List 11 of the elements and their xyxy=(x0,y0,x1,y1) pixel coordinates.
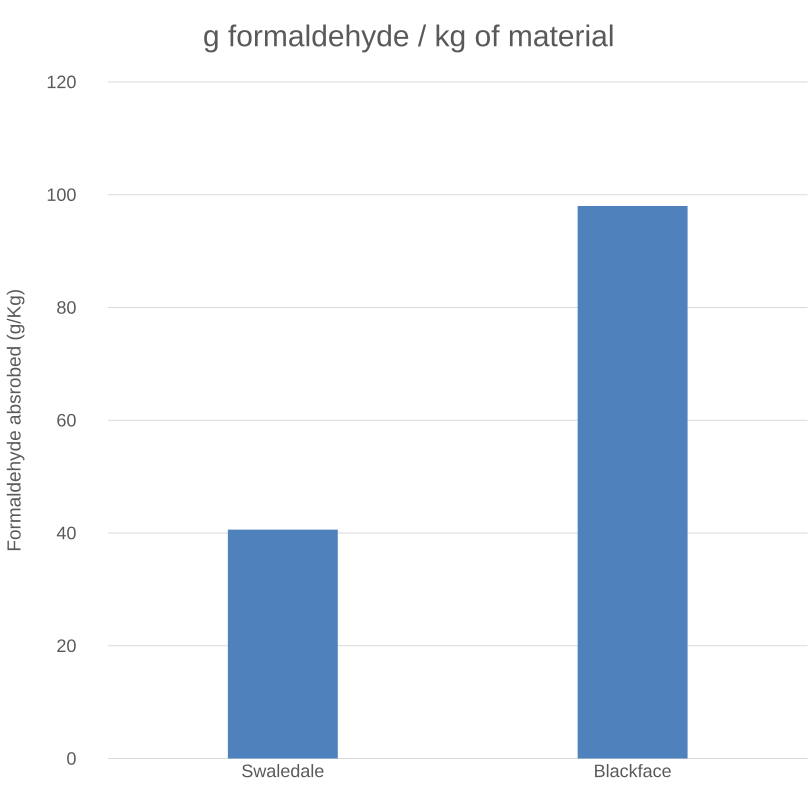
y-tick-label: 120 xyxy=(48,76,76,89)
y-tick-label: 60 xyxy=(57,414,76,427)
x-tick-label: Blackface xyxy=(595,764,671,778)
y-tick-label: 20 xyxy=(57,640,76,652)
y-tick-label: 0 xyxy=(67,752,76,766)
y-tick-label: 80 xyxy=(57,301,76,314)
x-tick-label: Swaledale xyxy=(242,764,324,778)
y-axis-title: Formaldehyde absrobed (g/Kg) xyxy=(6,290,24,550)
y-tick-label: 40 xyxy=(56,526,76,540)
y-tick-label: 100 xyxy=(48,188,76,202)
chart-title: g formaldehyde / kg of material xyxy=(204,24,612,53)
